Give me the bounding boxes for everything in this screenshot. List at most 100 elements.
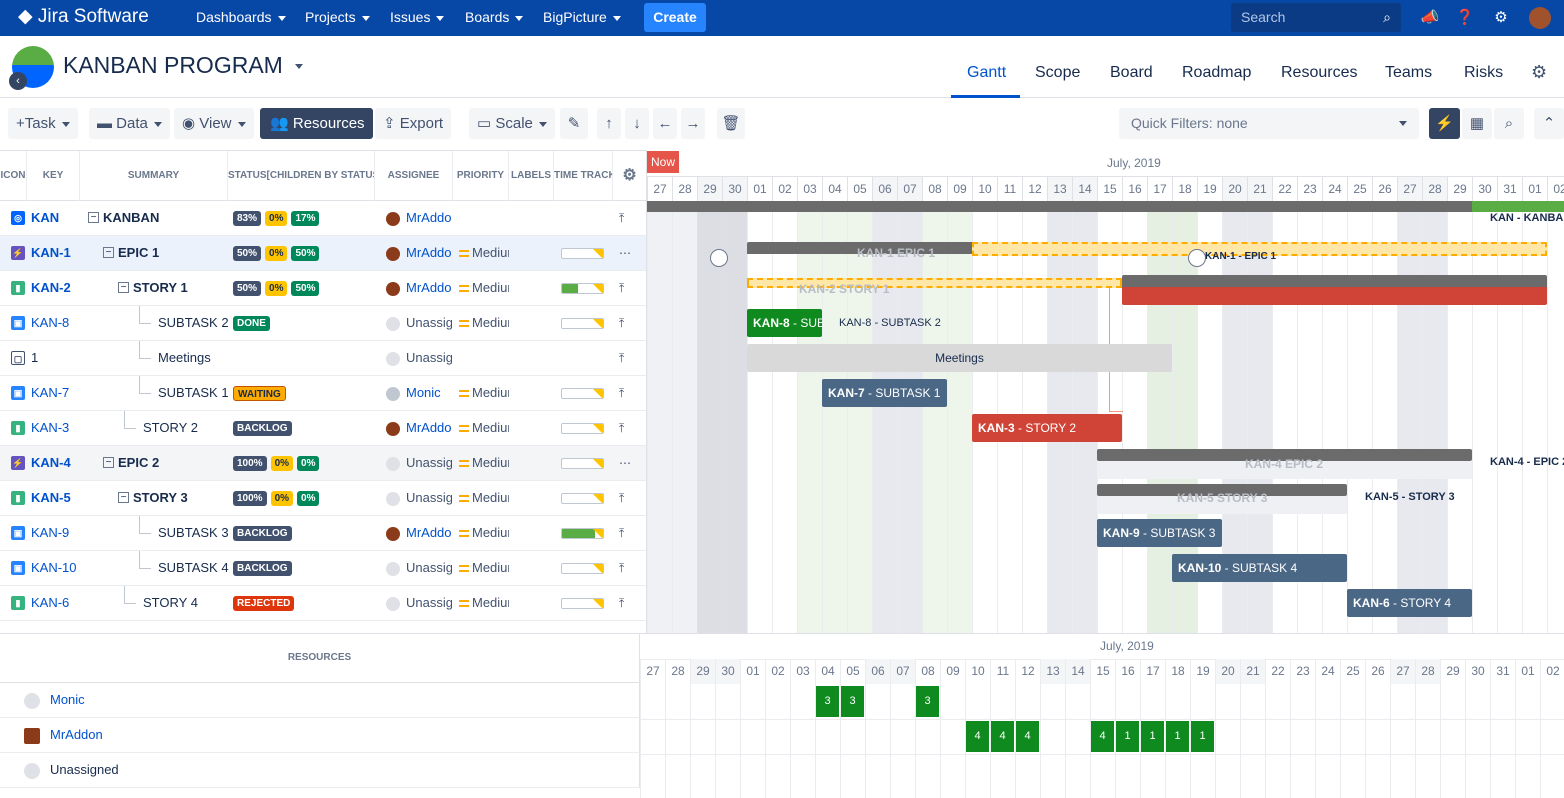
issue-key[interactable]: KAN-6 — [31, 595, 70, 610]
issue-summary[interactable]: EPIC 1 — [118, 245, 160, 260]
issue-key[interactable]: KAN-7 — [31, 385, 70, 400]
column-status[interactable]: STATUS[CHILDREN BY STATUS] — [228, 151, 375, 201]
arrow-down-icon[interactable]: ↓ — [625, 108, 649, 139]
resources-button[interactable]: 👥 Resources — [260, 108, 373, 139]
assignee-cell[interactable]: MrAddon — [386, 271, 452, 306]
epic-bar[interactable] — [1097, 449, 1472, 461]
gantt-task-bar[interactable]: KAN-6 - STORY 4 — [1347, 589, 1472, 617]
nav-boards[interactable]: Boards — [465, 0, 524, 36]
milestone-icon[interactable] — [710, 249, 728, 267]
tab-scope[interactable]: Scope — [1035, 64, 1081, 81]
story-bar[interactable] — [1122, 275, 1547, 305]
story-bar[interactable] — [1097, 484, 1347, 496]
nav-bigpicture[interactable]: BigPicture — [543, 0, 621, 36]
table-row[interactable]: ▣ KAN-8 SUBTASK 2 DONE Unassigned Medium ⤒ — [0, 306, 646, 341]
column-time-tracking[interactable]: TIME TRACKING — [554, 151, 613, 201]
edit-icon[interactable]: ✎ — [560, 108, 588, 139]
jira-logo[interactable]: ◆ Jira Software — [18, 6, 149, 27]
allocation-cell[interactable]: 4 — [1016, 721, 1039, 752]
create-button[interactable]: Create — [644, 3, 706, 32]
collapse-icon[interactable]: − — [118, 282, 129, 293]
allocation-cell[interactable]: 4 — [966, 721, 989, 752]
assignee-cell[interactable]: Monic — [386, 376, 452, 411]
allocation-cell[interactable]: 3 — [816, 686, 839, 717]
allocation-cell[interactable]: 4 — [1091, 721, 1114, 752]
pin-icon[interactable]: ⤒ — [619, 596, 625, 610]
resource-name[interactable]: MrAddon — [50, 727, 103, 742]
export-button[interactable]: ⇪ Export — [375, 108, 452, 139]
collapse-icon[interactable]: − — [88, 212, 99, 223]
issue-summary[interactable]: STORY 2 — [143, 420, 198, 435]
collapse-icon[interactable]: − — [103, 247, 114, 258]
arrow-right-icon[interactable]: → — [681, 108, 705, 139]
ghost-label[interactable]: KAN-4 EPIC 2 — [1245, 457, 1324, 471]
issue-key[interactable]: KAN-4 — [31, 455, 71, 470]
issue-summary[interactable]: SUBTASK 4 — [158, 560, 229, 575]
resource-row[interactable]: Monic — [0, 683, 640, 718]
issue-key[interactable]: KAN-10 — [31, 560, 77, 575]
assignee-cell[interactable]: Unassigned — [386, 481, 452, 516]
issue-summary[interactable]: STORY 1 — [133, 280, 188, 295]
issue-summary[interactable]: SUBTASK 2 — [158, 315, 229, 330]
arrow-up-icon[interactable]: ↑ — [597, 108, 621, 139]
settings-icon[interactable]: ⚙ — [1494, 9, 1508, 26]
tab-gantt[interactable]: Gantt — [967, 64, 1007, 81]
tab-roadmap[interactable]: Roadmap — [1182, 64, 1252, 81]
pin-icon[interactable]: ⤒ — [619, 561, 625, 575]
program-bar[interactable] — [647, 201, 1472, 212]
assignee-cell[interactable]: Unassigned — [386, 446, 452, 481]
resource-name[interactable]: Monic — [50, 692, 85, 707]
nav-issues[interactable]: Issues — [390, 0, 445, 36]
assignee-name[interactable]: Unassigned — [406, 455, 452, 470]
now-marker[interactable]: Now — [647, 151, 680, 173]
pin-icon[interactable]: ⋯ — [619, 246, 631, 260]
tab-teams[interactable]: Teams — [1385, 64, 1433, 81]
column-key[interactable]: KEY — [27, 151, 80, 201]
subtask2-label[interactable]: KAN-8 - SUBTASK 2 — [839, 317, 941, 329]
assignee-name[interactable]: MrAddon — [406, 280, 452, 295]
assignee-cell[interactable]: MrAddon — [386, 236, 452, 271]
gantt-task-bar[interactable]: KAN-9 - SUBTASK 3 — [1097, 519, 1222, 547]
arrow-left-icon[interactable]: ← — [653, 108, 677, 139]
assignee-name[interactable]: Unassigned — [406, 560, 452, 575]
issue-summary[interactable]: STORY 3 — [133, 490, 188, 505]
pin-icon[interactable]: ⤒ — [619, 316, 625, 330]
assignee-name[interactable]: MrAddon — [406, 420, 452, 435]
assignee-name[interactable]: MrAddon — [406, 245, 452, 260]
issue-key[interactable]: KAN-3 — [31, 420, 70, 435]
milestone-icon[interactable] — [1188, 249, 1206, 267]
user-avatar[interactable] — [1528, 0, 1552, 36]
epic2-label[interactable]: KAN-4 - EPIC 2 — [1490, 456, 1564, 468]
allocation-cell[interactable]: 1 — [1191, 721, 1214, 752]
assignee-cell[interactable]: Unassigned — [386, 341, 452, 376]
back-icon[interactable]: ‹ — [9, 72, 27, 90]
assignee-name[interactable]: MrAddon — [406, 525, 452, 540]
notifications-icon[interactable]: 📣 — [1420, 9, 1440, 26]
trash-icon[interactable]: 🗑 — [717, 108, 745, 139]
tab-resources[interactable]: Resources — [1281, 64, 1358, 81]
issue-summary[interactable]: Meetings — [158, 350, 211, 365]
column-icon[interactable]: ICON — [0, 151, 27, 201]
tab-risks[interactable]: Risks — [1464, 64, 1504, 81]
gantt-task-bar[interactable]: KAN-7 - SUBTASK 1 — [822, 379, 947, 407]
gear-icon[interactable]: ⚙ — [1531, 62, 1548, 82]
allocation-cell[interactable]: 3 — [916, 686, 939, 717]
allocation-cell[interactable]: 1 — [1141, 721, 1164, 752]
issue-key[interactable]: KAN-1 — [31, 245, 71, 260]
assignee-name[interactable]: Monic — [406, 385, 441, 400]
assignee-name[interactable]: MrAddon — [406, 210, 452, 225]
gantt-task-bar[interactable]: KAN-3 - STORY 2 — [972, 414, 1122, 442]
table-row[interactable]: ▣ KAN-9 SUBTASK 3 BACKLOG MrAddon Medium ⤒ — [0, 516, 646, 551]
collapse-icon[interactable]: − — [118, 492, 129, 503]
issue-summary[interactable]: STORY 4 — [143, 595, 198, 610]
pin-icon[interactable]: ⤒ — [619, 351, 625, 365]
task-button[interactable]: +Task — [8, 108, 78, 139]
pin-icon[interactable]: ⋯ — [619, 456, 631, 470]
story3-label[interactable]: KAN-5 - STORY 3 — [1365, 491, 1455, 503]
view-button[interactable]: ◉ View — [174, 108, 254, 139]
column-priority[interactable]: PRIORITY — [453, 151, 509, 201]
table-row[interactable]: ◎ KAN −KANBAN 83%0%17% MrAddon ⤒ — [0, 201, 646, 236]
lightning-icon[interactable]: ⚡ — [1429, 108, 1460, 139]
table-row[interactable]: ▮ KAN-3 STORY 2 BACKLOG MrAddon Medium ⤒ — [0, 411, 646, 446]
